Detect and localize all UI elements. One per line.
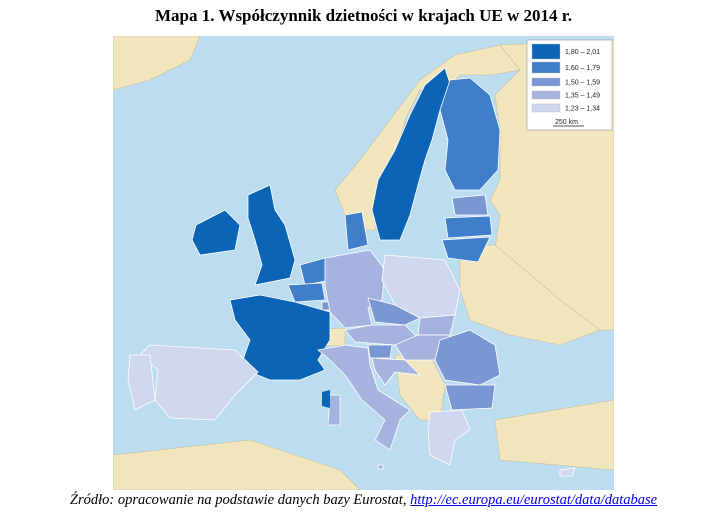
country-croatia: [371, 357, 422, 386]
source-text: Źródło: opracowanie na podstawie danych …: [69, 492, 411, 508]
country-cyprus: [559, 467, 576, 477]
legend: 1,80 – 2,01 1,60 – 1,79 1,50 – 1,59 1,35 – …: [526, 39, 613, 131]
legend-label: 1,23 – 1,34: [565, 106, 600, 113]
legend-swatch: [531, 90, 561, 100]
source-link[interactable]: http://ec.europa.eu/eurostat/data/databa…: [410, 492, 658, 508]
country-latvia: [444, 215, 493, 239]
legend-swatch: [531, 61, 561, 74]
scale-label: 250 km: [555, 119, 578, 126]
north-africa: [113, 439, 361, 490]
legend-swatch: [531, 103, 561, 113]
legend-swatch: [531, 43, 561, 60]
source-caption: Źródło: opracowanie na podstawie danych …: [0, 492, 727, 509]
country-lithuania: [441, 236, 491, 263]
country-sardinia: [327, 394, 341, 426]
map-title: Mapa 1. Współczynnik dzietności w krajac…: [155, 6, 572, 25]
country-malta: [377, 464, 384, 470]
turkey: [494, 399, 614, 471]
country-france: [229, 294, 331, 381]
country-portugal: [127, 354, 156, 411]
country-czech-republic: [367, 297, 421, 326]
country-germany: [324, 249, 386, 329]
greenland-land: [113, 36, 201, 91]
country-ireland: [191, 209, 241, 256]
legend-label: 1,60 – 1,79: [565, 65, 600, 72]
country-greece: [427, 409, 471, 466]
country-slovakia: [417, 314, 456, 336]
country-corsica: [322, 390, 330, 408]
country-united-kingdom: [247, 184, 296, 286]
legend-swatch: [531, 77, 561, 87]
country-finland: [439, 77, 501, 191]
fertility-map: 1,80 – 2,01 1,60 – 1,79 1,50 – 1,59 1,35 – …: [113, 36, 614, 490]
belarus-ukraine: [459, 244, 601, 346]
country-belgium: [287, 282, 326, 303]
country-slovenia: [367, 344, 393, 359]
country-bulgaria: [444, 384, 496, 411]
legend-label: 1,80 – 2,01: [565, 49, 600, 56]
legend-label: 1,35 – 1,49: [565, 93, 600, 100]
legend-label: 1,50 – 1,59: [565, 80, 600, 87]
country-italy: [317, 344, 411, 451]
country-estonia: [451, 194, 489, 216]
country-romania: [434, 329, 501, 386]
country-denmark: [344, 211, 369, 251]
